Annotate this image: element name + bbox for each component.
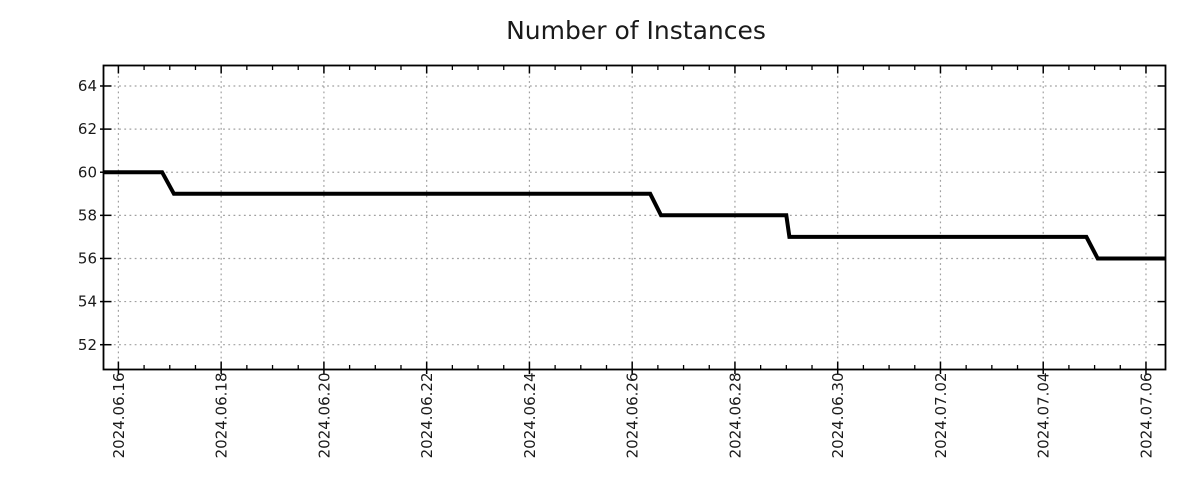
x-tick-label: 2024.06.28 (726, 373, 744, 459)
x-tick-label: 2024.07.06 (1137, 373, 1155, 459)
y-tick-label: 62 (78, 120, 97, 138)
y-tick-label: 64 (78, 77, 97, 95)
x-tick-label: 2024.06.20 (315, 373, 333, 459)
y-tick-label: 56 (78, 250, 97, 268)
x-tick-label: 2024.07.04 (1035, 373, 1053, 459)
y-tick-label: 60 (78, 163, 97, 181)
plot-area: 2024.06.16 2024.06.18 2024.06.20 2024.06.22… (78, 64, 1167, 459)
y-tick-label: 58 (78, 206, 97, 224)
x-tick-label: 2024.07.02 (932, 373, 950, 459)
plot-frame (102, 64, 1167, 371)
x-tick-label: 2024.06.16 (110, 373, 128, 459)
series-line (103, 170, 1166, 261)
x-tick-label: 2024.06.18 (213, 373, 231, 459)
x-tick-label: 2024.06.24 (521, 373, 539, 459)
chart-title: Number of Instances (506, 16, 766, 45)
y-tick-label: 52 (78, 336, 97, 354)
x-tick-label: 2024.06.22 (418, 373, 436, 459)
y-tick-label: 54 (78, 293, 97, 311)
x-tick-label: 2024.06.26 (624, 373, 642, 459)
x-tick-label: 2024.06.30 (829, 373, 847, 459)
